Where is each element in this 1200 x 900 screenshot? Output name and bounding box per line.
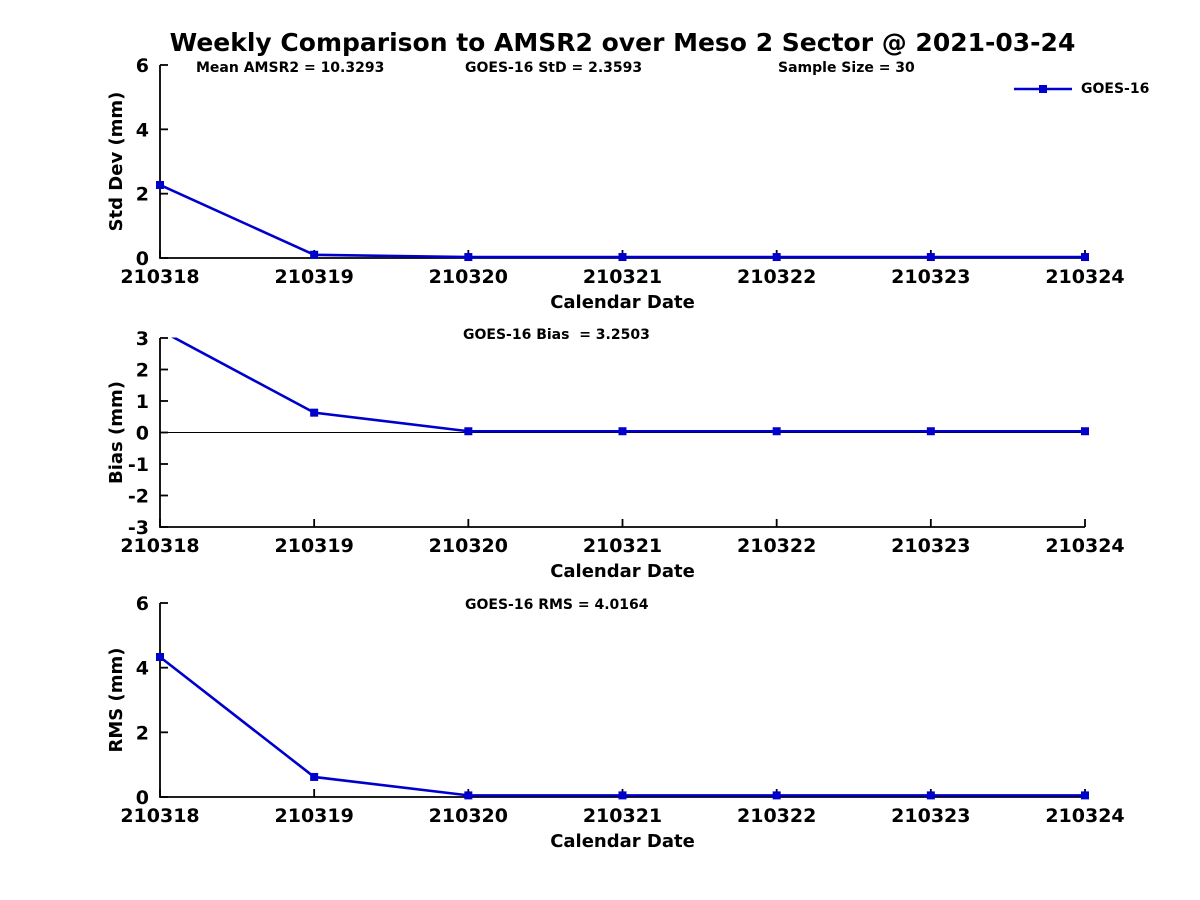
x-tick-label: 210324 — [1045, 805, 1124, 827]
rms-data-marker — [310, 772, 319, 781]
x-tick-label: 210319 — [275, 805, 354, 827]
x-tick-label: 210319 — [275, 535, 354, 557]
x-tick-label: 210322 — [737, 805, 816, 827]
y-tick-label: 3 — [136, 328, 149, 350]
std-dev-data-line — [159, 183, 1085, 259]
x-tick-label: 210324 — [1045, 535, 1124, 557]
std-dev-data-marker — [464, 253, 473, 262]
stddev-chart: 0 2 4 6 210318 210319 210320 210321 210322 210323… — [106, 55, 1125, 313]
std-dev-data-marker — [618, 253, 627, 262]
rms-data-marker — [156, 652, 164, 661]
bias-data-marker — [1081, 427, 1089, 436]
rms-data-marker — [772, 791, 781, 800]
x-axis-label: Calendar Date — [550, 561, 695, 582]
bias-data-marker — [310, 408, 319, 417]
bias-data-marker — [618, 427, 627, 436]
y-tick-label: -2 — [128, 486, 149, 508]
x-tick-label: 210320 — [429, 805, 508, 827]
x-tick-label: 210318 — [120, 266, 199, 288]
x-axis-label: Calendar Date — [550, 292, 695, 313]
bias-data-marker — [464, 427, 473, 436]
y-axis-label: Bias (mm) — [106, 381, 127, 484]
annotation-goes16-bias: GOES-16 Bias = 3.2503 — [463, 327, 650, 343]
x-tick-label: 210323 — [891, 805, 970, 827]
rms-chart: 0 2 4 6 210318 210319 210320 210321 210322 210323… — [106, 593, 1125, 852]
y-axis-label: RMS (mm) — [106, 648, 127, 753]
std-dev-data-marker — [156, 180, 164, 189]
y-tick-label: 0 — [136, 787, 149, 809]
y-tick-label: 2 — [136, 722, 149, 744]
annotation-sample-size: Sample Size = 30 — [778, 60, 915, 76]
y-tick-label: 6 — [136, 55, 149, 77]
legend: GOES-16 — [1014, 81, 1149, 97]
x-tick-label: 210321 — [583, 535, 662, 557]
y-tick-label: -1 — [128, 454, 149, 476]
std-dev-data-marker — [926, 253, 935, 262]
y-axis-label: Std Dev (mm) — [106, 92, 127, 232]
y-tick-label: 2 — [136, 184, 149, 206]
x-tick-label: 210323 — [891, 535, 970, 557]
x-tick-label: 210321 — [583, 805, 662, 827]
y-tick-label: 0 — [136, 248, 149, 270]
legend-line-marker-icon — [1014, 85, 1072, 93]
std-dev-data-marker — [310, 250, 319, 259]
x-tick-label: 210321 — [583, 266, 662, 288]
y-tick-label: 6 — [136, 593, 149, 615]
y-tick-label: -3 — [128, 517, 149, 539]
x-tick-label: 210318 — [120, 535, 199, 557]
x-tick-label: 210320 — [429, 266, 508, 288]
annotation-mean-amsr2: Mean AMSR2 = 10.3293 — [196, 60, 385, 76]
annotation-goes16-rms: GOES-16 RMS = 4.0164 — [465, 597, 649, 613]
bias-data-marker — [926, 427, 935, 436]
x-tick-label: 210318 — [120, 805, 199, 827]
x-tick-label: 210323 — [891, 266, 970, 288]
annotation-goes16-std: GOES-16 StD = 2.3593 — [465, 60, 643, 76]
rms-data-marker — [618, 791, 627, 800]
rms-data-line — [159, 655, 1085, 797]
figure-title: Weekly Comparison to AMSR2 over Meso 2 S… — [169, 28, 1076, 57]
rms-data-marker — [926, 791, 935, 800]
x-tick-label: 210319 — [275, 266, 354, 288]
bias-data-marker — [772, 427, 781, 436]
y-tick-label: 4 — [136, 119, 149, 141]
x-tick-label: 210324 — [1045, 266, 1124, 288]
y-tick-label: 1 — [136, 391, 149, 413]
x-axis-label: Calendar Date — [550, 831, 695, 852]
y-tick-label: 4 — [136, 658, 149, 680]
rms-data-marker — [464, 791, 473, 800]
x-tick-label: 210322 — [737, 535, 816, 557]
std-dev-data-marker — [1081, 253, 1089, 262]
x-tick-label: 210320 — [429, 535, 508, 557]
bias-data-line — [171, 337, 1085, 433]
y-tick-label: 0 — [136, 423, 149, 445]
legend-label: GOES-16 — [1081, 81, 1150, 97]
axes — [159, 65, 1085, 259]
axes — [159, 603, 1085, 798]
rms-data-marker — [1081, 791, 1089, 800]
x-tick-label: 210322 — [737, 266, 816, 288]
std-dev-data-marker — [772, 253, 781, 262]
y-tick-label: 2 — [136, 360, 149, 382]
